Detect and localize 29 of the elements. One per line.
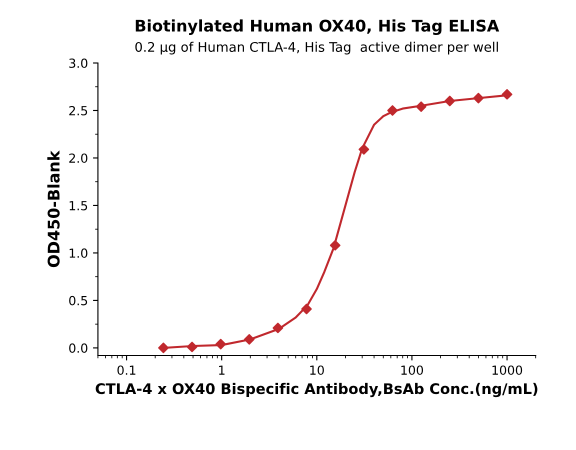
point <box>301 304 312 314</box>
point <box>502 89 512 100</box>
x-tick-label: 10 <box>310 365 324 375</box>
chart-title: Biotinylated Human OX40, His Tag ELISA <box>136 19 500 35</box>
point <box>416 101 426 112</box>
point <box>244 334 255 345</box>
point <box>358 144 370 155</box>
point <box>330 240 340 251</box>
chart-subtitle: 0.2 µg of Human CTLA-4, His Tag active dimer per well <box>135 42 498 54</box>
x-tick-label: 0.1 <box>117 365 136 375</box>
y-tick-label: 2.0 <box>69 153 88 163</box>
point <box>215 338 226 350</box>
y-tick-label: 1.0 <box>70 248 88 258</box>
y-tick-label: 0.5 <box>69 296 88 306</box>
point <box>186 342 198 352</box>
y-tick-label: 0.0 <box>69 343 88 353</box>
point <box>444 96 456 106</box>
x-tick-label: 1 <box>219 366 224 375</box>
point <box>473 92 484 104</box>
y-axis-title: OD450-Blank <box>47 150 60 268</box>
point <box>387 105 398 116</box>
x-tick-label: 100 <box>401 365 424 375</box>
point <box>158 342 169 354</box>
point <box>272 322 284 334</box>
x-axis-title: CTLA-4 x OX40 Bispecific Antibody,BsAb Conc.(ng/mL) <box>96 382 538 398</box>
y-tick-label: 2.5 <box>69 106 88 116</box>
y-tick-label: 3.0 <box>69 58 88 68</box>
x-tick-label: 1000 <box>492 365 522 375</box>
y-tick-label: 1.5 <box>70 201 88 210</box>
